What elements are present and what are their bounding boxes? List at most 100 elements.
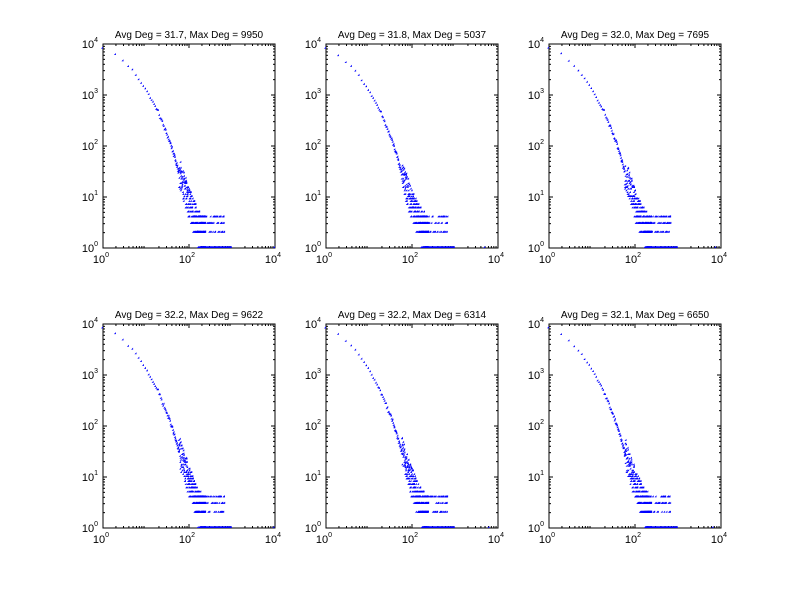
data-point	[181, 191, 184, 194]
data-point	[410, 199, 413, 202]
data-point	[618, 152, 621, 155]
data-point	[412, 475, 415, 478]
data-point	[675, 526, 678, 529]
subplot-title: Avg Deg = 32.1, Max Deg = 6650	[561, 310, 710, 321]
data-point	[399, 166, 402, 169]
data-point	[625, 182, 628, 185]
data-point	[417, 495, 420, 498]
y-tick-label: 100	[305, 521, 321, 535]
data-point	[371, 96, 374, 99]
data-point	[389, 413, 392, 416]
data-point	[397, 440, 400, 443]
data-point	[637, 197, 640, 200]
data-point	[392, 144, 395, 147]
data-point	[572, 345, 575, 348]
data-point	[139, 81, 142, 84]
data-point	[169, 144, 172, 147]
x-tick-label: 100	[539, 252, 555, 266]
y-tick-label: 104	[82, 317, 98, 331]
y-tick-label: 101	[82, 470, 98, 484]
data-point	[178, 437, 181, 440]
data-point	[624, 179, 627, 182]
data-point	[593, 93, 596, 96]
data-point	[631, 486, 634, 489]
data-point	[208, 510, 211, 513]
data-point	[658, 501, 661, 504]
data-point	[405, 455, 408, 458]
data-point	[395, 152, 398, 155]
data-point	[405, 199, 408, 202]
data-point	[391, 418, 394, 421]
data-point	[188, 215, 191, 218]
data-point	[145, 369, 148, 372]
data-point	[629, 475, 632, 478]
data-point	[408, 482, 411, 485]
data-point	[212, 501, 215, 504]
data-point	[222, 510, 225, 513]
data-point	[196, 230, 199, 233]
data-point	[431, 215, 434, 218]
data-point	[633, 490, 636, 493]
data-point	[186, 486, 189, 489]
x-tick-label: 102	[402, 532, 418, 546]
data-point	[179, 471, 182, 474]
data-point	[393, 149, 396, 152]
data-point	[632, 463, 635, 466]
data-point	[172, 430, 175, 433]
y-tick-label: 103	[528, 88, 544, 102]
data-point	[407, 458, 410, 461]
data-point	[201, 495, 204, 498]
data-point	[628, 179, 631, 182]
data-point	[393, 429, 396, 432]
data-point	[180, 169, 183, 172]
data-point	[401, 452, 404, 455]
data-point	[487, 526, 490, 529]
data-point	[205, 215, 208, 218]
data-point	[163, 127, 166, 130]
data-point	[173, 154, 176, 157]
data-point	[175, 439, 178, 442]
data-point	[413, 472, 416, 475]
data-point	[400, 169, 403, 172]
data-point	[357, 73, 360, 76]
data-point	[187, 191, 190, 194]
data-point	[211, 230, 214, 233]
data-point	[400, 452, 403, 455]
data-point	[636, 475, 639, 478]
data-point	[179, 160, 182, 163]
data-point	[101, 326, 104, 329]
data-point	[391, 140, 394, 143]
data-point	[324, 46, 327, 49]
data-point	[626, 446, 629, 449]
data-point	[166, 135, 169, 138]
data-point	[624, 442, 627, 445]
data-point	[189, 197, 192, 200]
data-point	[413, 479, 416, 482]
data-point	[626, 187, 629, 190]
data-point	[626, 173, 629, 176]
data-point	[580, 352, 583, 355]
data-point	[547, 326, 550, 329]
data-point	[375, 103, 378, 106]
data-point	[187, 186, 190, 189]
data-point	[150, 98, 153, 101]
data-point	[428, 221, 431, 224]
data-point	[599, 384, 602, 387]
data-point	[594, 96, 597, 99]
data-point	[424, 510, 427, 513]
data-point	[669, 501, 672, 504]
data-point	[162, 124, 165, 127]
data-point	[422, 230, 425, 233]
data-point	[639, 482, 642, 485]
data-point	[175, 441, 178, 444]
data-point	[196, 210, 199, 213]
data-point	[189, 192, 192, 195]
data-point	[183, 177, 186, 180]
data-point	[190, 195, 193, 198]
data-point	[126, 65, 129, 68]
data-point	[414, 477, 417, 480]
data-point	[628, 460, 631, 463]
data-point	[407, 472, 410, 475]
data-point	[186, 206, 189, 209]
data-point	[182, 180, 185, 183]
